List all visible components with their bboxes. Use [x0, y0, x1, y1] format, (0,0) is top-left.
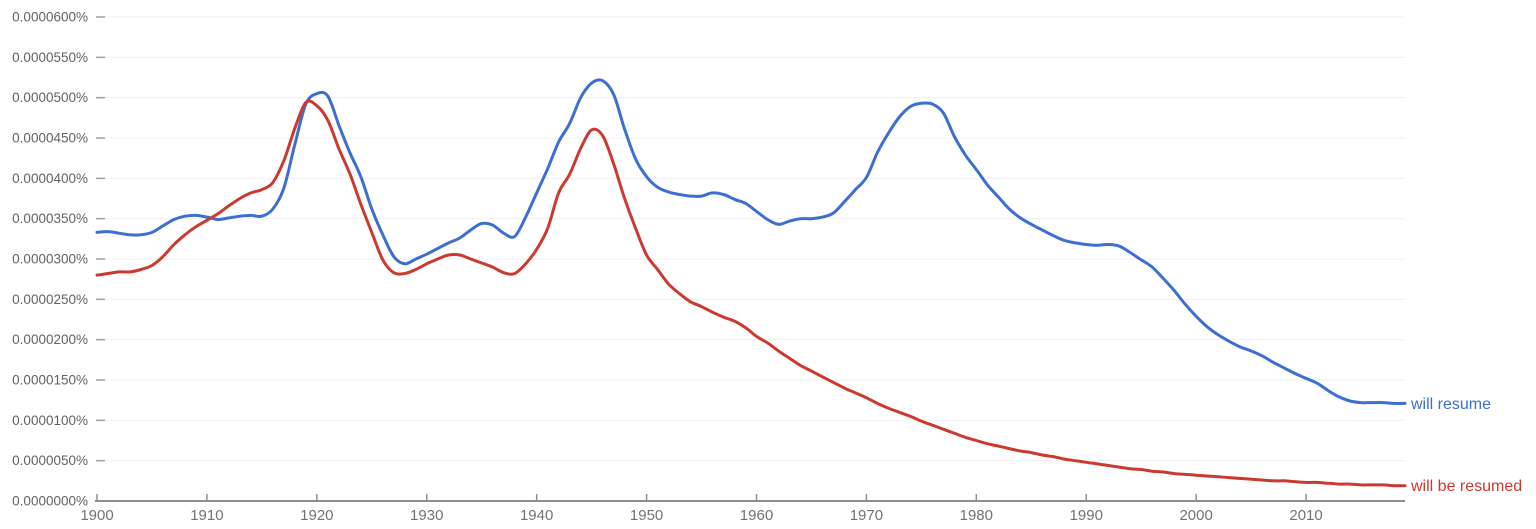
gridlines	[97, 16, 1405, 462]
y-axis-tick-label: 0.0000100%	[12, 413, 88, 428]
y-axis-tick-label: 0.0000400%	[12, 171, 88, 186]
y-axis-tick-label: 0.0000200%	[12, 332, 88, 347]
y-axis-tick-label: 0.0000000%	[12, 494, 88, 509]
y-axis-tick-label: 0.0000050%	[12, 453, 88, 468]
y-axis-tick-label: 0.0000150%	[12, 373, 88, 388]
x-axis-tick-label: 1950	[630, 507, 663, 524]
x-axis-tick-label: 1900	[80, 507, 113, 524]
series-lines	[95, 78, 1407, 488]
series-label-will-be-resumed[interactable]: will be resumed	[1410, 478, 1522, 495]
x-axis-tick-label: 1940	[520, 507, 553, 524]
series-label-will-resume[interactable]: will resume	[1410, 396, 1491, 413]
series-line-will-be-resumed[interactable]	[95, 99, 1407, 488]
y-axis-tick-label: 0.0000450%	[12, 131, 88, 146]
x-axis-tick-label: 1990	[1070, 507, 1103, 524]
y-axis-tick-label: 0.0000600%	[12, 10, 88, 25]
axes: 0.0000600% 0.0000550% 0.0000500% 0.0000450%…	[12, 10, 1405, 524]
y-axis-tick-label: 0.0000300%	[12, 252, 88, 267]
x-axis-tick-label: 1960	[740, 507, 773, 524]
x-axis-tick-label: 1920	[300, 507, 333, 524]
x-axis-tick-label: 1910	[190, 507, 223, 524]
y-axis-tick-label: 0.0000500%	[12, 90, 88, 105]
x-axis-tick-label: 2010	[1289, 507, 1322, 524]
x-axis-tick-label: 2000	[1179, 507, 1212, 524]
x-axis-tick-label: 1970	[850, 507, 883, 524]
series-line-will-resume[interactable]	[95, 78, 1407, 405]
y-axis-tick-label: 0.0000550%	[12, 50, 88, 65]
x-axis-tick-label: 1930	[410, 507, 443, 524]
y-axis-tick-label: 0.0000350%	[12, 211, 88, 226]
y-axis-tick-label: 0.0000250%	[12, 292, 88, 307]
x-axis-tick-label: 1980	[960, 507, 993, 524]
